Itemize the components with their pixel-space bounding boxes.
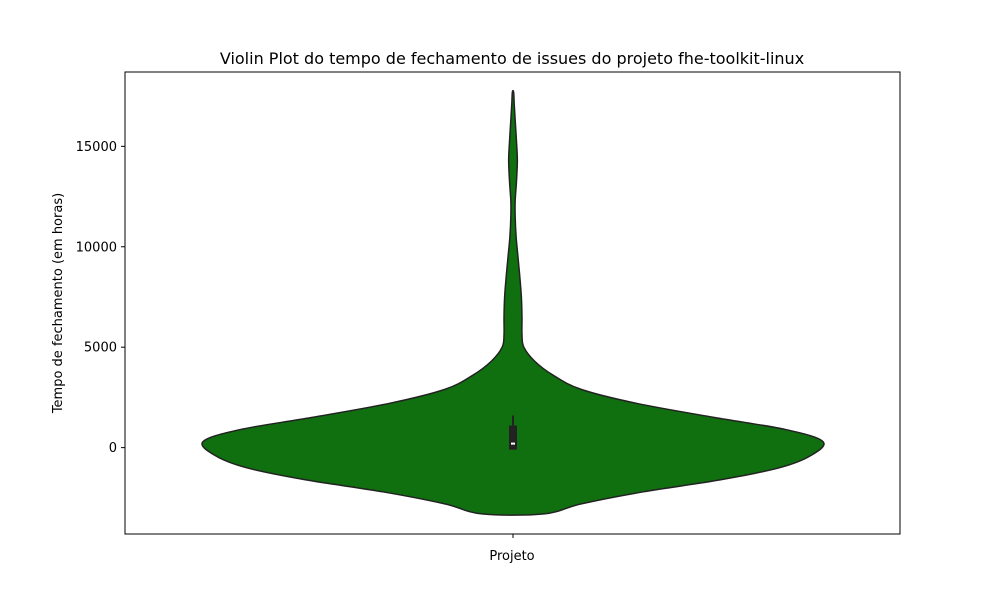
x-axis-label: Projeto <box>489 549 534 564</box>
violin-body <box>201 89 825 516</box>
plot-area <box>201 89 825 516</box>
iqr-box <box>509 425 517 450</box>
y-axis-label: Tempo de fechamento (em horas) <box>51 193 66 414</box>
median-marker <box>511 442 515 445</box>
y-tick-label: 15000 <box>76 140 117 155</box>
y-tick-label: 0 <box>109 441 117 456</box>
y-tick-label: 10000 <box>76 240 117 255</box>
y-axis: 0 5000 10000 15000 <box>76 140 125 456</box>
chart-title: Violin Plot do tempo de fechamento de is… <box>220 49 804 68</box>
y-tick-label: 5000 <box>84 341 117 356</box>
